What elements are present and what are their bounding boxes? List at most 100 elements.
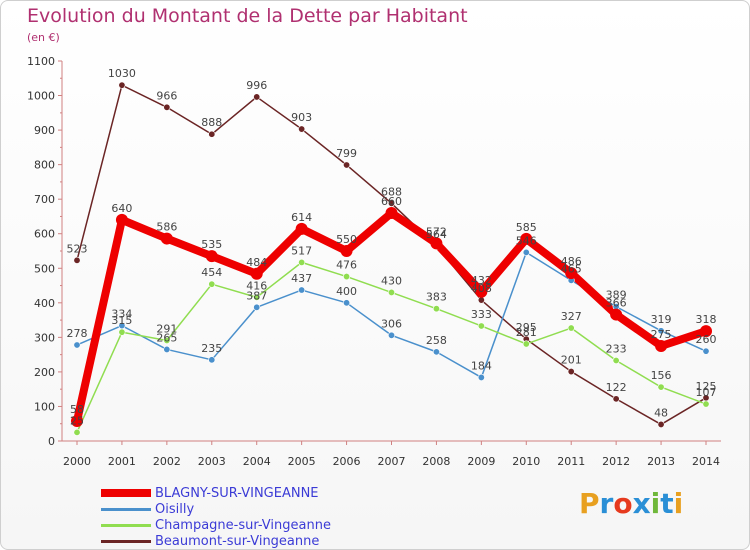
y-tick-label: 300 (34, 331, 55, 344)
legend-item: Champagne-sur-Vingeanne (101, 517, 331, 533)
data-label: 550 (336, 233, 357, 246)
y-tick-label: 200 (34, 366, 55, 379)
data-label: 291 (156, 322, 177, 335)
legend-label: Oisilly (155, 501, 195, 517)
data-point (477, 322, 485, 330)
data-point (163, 345, 171, 353)
data-point (298, 258, 306, 266)
x-tick-label: 2003 (198, 455, 226, 468)
data-label: 281 (516, 326, 537, 339)
data-label: 903 (291, 111, 312, 124)
data-label: 25 (70, 414, 84, 427)
data-point (430, 237, 443, 250)
data-point (253, 303, 261, 311)
x-tick-label: 2011 (557, 455, 585, 468)
data-point (655, 340, 668, 352)
data-label: 265 (156, 331, 177, 344)
data-label: 235 (201, 342, 222, 355)
data-label: 476 (336, 259, 357, 272)
legend-label: Champagne-sur-Vingeanne (155, 517, 331, 533)
data-point (73, 341, 81, 349)
data-label: 888 (201, 116, 222, 129)
data-label: 327 (561, 310, 582, 323)
data-point (73, 256, 81, 264)
data-label: 233 (606, 343, 627, 356)
data-point (612, 357, 620, 365)
data-label: 660 (381, 195, 402, 208)
y-tick-label: 700 (34, 193, 55, 206)
y-tick-label: 400 (34, 297, 55, 310)
y-tick-label: 1000 (27, 90, 55, 103)
x-tick-label: 2001 (108, 455, 136, 468)
y-tick-label: 500 (34, 262, 55, 275)
data-label: 1030 (108, 67, 136, 80)
data-label: 486 (561, 255, 582, 268)
data-point (163, 103, 171, 111)
legend-swatch (101, 539, 151, 543)
chart-legend: BLAGNY-SUR-VINGEANNE Oisilly Champagne-s… (101, 485, 331, 549)
data-label: 156 (651, 369, 672, 382)
proxiti-logo: Proxiti (579, 487, 683, 520)
data-label: 383 (426, 291, 447, 304)
x-tick-label: 2009 (467, 455, 495, 468)
logo-letter: t (660, 487, 674, 520)
y-tick-label: 1100 (27, 55, 55, 68)
data-label: 640 (111, 202, 132, 215)
chart-axes: 0 100 200 300 400 500 600 700 800 900 1000 1100 2000… (27, 55, 721, 468)
data-label: 201 (561, 354, 582, 367)
data-label: 122 (606, 381, 627, 394)
legend-swatch (101, 489, 151, 497)
data-point (343, 161, 351, 169)
data-label: 48 (654, 406, 668, 419)
data-point (71, 414, 83, 427)
data-point (340, 245, 353, 257)
data-point (115, 213, 128, 226)
y-tick-label: 800 (34, 159, 55, 172)
logo-letter: x (632, 487, 651, 520)
data-label: 996 (246, 79, 267, 92)
y-tick-label: 0 (48, 435, 55, 448)
x-tick-label: 2006 (333, 455, 361, 468)
data-point (520, 232, 533, 245)
data-label: 688 (381, 185, 402, 198)
data-point (432, 348, 440, 356)
data-point (657, 327, 665, 335)
data-label: 278 (67, 327, 88, 340)
legend-swatch (101, 523, 151, 527)
x-tick-label: 2007 (378, 455, 406, 468)
data-label: 260 (696, 333, 717, 346)
data-point (387, 288, 395, 296)
data-point (475, 285, 488, 298)
data-point (567, 324, 575, 332)
data-point (73, 428, 81, 436)
data-point (657, 383, 665, 391)
data-label: 523 (67, 242, 88, 255)
data-point (387, 331, 395, 339)
data-label: 799 (336, 147, 357, 160)
data-label: 318 (696, 313, 717, 326)
logo-letter: P (579, 487, 600, 520)
chart-unit-subtitle: (en €) (27, 31, 60, 44)
data-label: 366 (606, 297, 627, 310)
data-label: 454 (201, 266, 222, 279)
x-tick-label: 2005 (288, 455, 316, 468)
series-points (71, 81, 712, 436)
data-point (118, 328, 126, 336)
x-tick-label: 2013 (647, 455, 675, 468)
y-tick-label: 900 (34, 124, 55, 137)
data-label: 966 (156, 89, 177, 102)
data-label: 517 (291, 244, 312, 257)
data-point (253, 293, 261, 301)
data-point (163, 336, 171, 344)
legend-label: Beaumont-sur-Vingeanne (155, 533, 320, 549)
data-point (295, 222, 308, 235)
data-point (343, 299, 351, 307)
x-tick-label: 2012 (602, 455, 630, 468)
data-label: 333 (471, 308, 492, 321)
data-label: 107 (696, 386, 717, 399)
line-chart: 0 100 200 300 400 500 600 700 800 900 1000 1100 2000… (27, 55, 721, 468)
legend-swatch (101, 507, 151, 511)
data-label: 275 (651, 328, 672, 341)
data-point (477, 296, 485, 304)
